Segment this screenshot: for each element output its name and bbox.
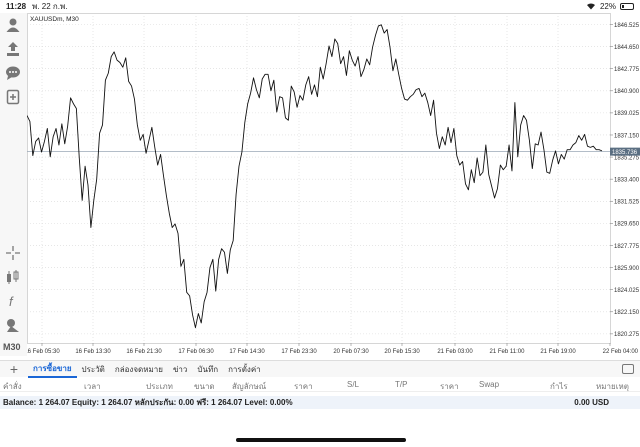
crosshair-icon[interactable] <box>5 245 21 261</box>
orders-table-header: คำสั่ง เวลา ประเภท ขนาด สัญลักษณ์ ราคา S… <box>0 378 640 392</box>
x-tick-label: 21 Feb 19:00 <box>540 349 576 355</box>
tab-mailbox[interactable]: กล่องจดหมาย <box>114 364 163 374</box>
col-profit: กำไร <box>550 382 568 391</box>
col-order: คำสั่ง <box>3 382 22 391</box>
account-icon[interactable] <box>5 17 21 33</box>
balance-summary: Balance: 1 264.07 Equity: 1 264.07 หลักป… <box>3 398 293 407</box>
objects-icon[interactable] <box>5 317 21 333</box>
y-tick-label: 1831.525 <box>614 200 640 206</box>
currency-label: USD <box>592 398 609 407</box>
home-indicator <box>236 438 406 442</box>
price-axis: 1846.525 1844.650 1842.775 1840.900 1839.025… <box>610 23 640 338</box>
y-tick-label: 1820.275 <box>614 332 640 338</box>
col-swap: Swap <box>479 380 500 389</box>
y-tick-label: 1846.525 <box>614 23 640 29</box>
indicators-icon[interactable] <box>5 269 21 285</box>
y-tick-label: 1825.900 <box>614 266 640 272</box>
chat-icon[interactable] <box>5 65 21 81</box>
time-axis: 16 Feb 05:30 16 Feb 13:30 16 Feb 21:30 17 F… <box>24 343 639 355</box>
tab-news[interactable]: ข่าว <box>172 364 188 374</box>
col-price: ราคา <box>294 382 313 391</box>
price-chart[interactable]: XAUUSDm, M30 1846.525 1844.650 1842.775 184… <box>24 13 640 359</box>
terminal-tabs: + การซื้อขาย ประวัติ กล่องจดหมาย ข่าว บั… <box>0 360 640 378</box>
function-icon[interactable]: f <box>5 293 21 309</box>
x-tick-label: 16 Feb 21:30 <box>126 349 162 355</box>
price-line <box>26 24 603 329</box>
col-size: ขนาด <box>194 382 215 391</box>
status-date: พ. 22 ก.พ. <box>32 2 68 11</box>
status-time: 11:28 <box>6 2 27 11</box>
timeframe-label[interactable]: M30 <box>3 342 21 352</box>
col-sl: S/L <box>347 380 360 389</box>
y-tick-label: 1835.275 <box>614 155 640 161</box>
y-tick-label: 1839.025 <box>614 111 640 117</box>
y-tick-label: 1840.900 <box>614 89 640 95</box>
x-tick-label: 17 Feb 23:30 <box>281 349 317 355</box>
trade-icon[interactable] <box>5 41 21 57</box>
col-current-price: ราคา <box>440 382 459 391</box>
y-tick-label: 1842.775 <box>614 67 640 73</box>
tab-trade[interactable]: การซื้อขาย <box>28 361 77 378</box>
left-toolbar: f M30 <box>0 13 27 356</box>
x-tick-label: 20 Feb 15:30 <box>384 349 420 355</box>
y-tick-label: 1824.025 <box>614 288 640 294</box>
y-tick-label: 1822.150 <box>614 310 640 316</box>
col-symbol: สัญลักษณ์ <box>232 382 267 391</box>
battery-icon <box>620 3 634 10</box>
tab-journal[interactable]: บันทึก <box>197 364 219 374</box>
x-tick-label: 20 Feb 07:30 <box>333 349 369 355</box>
battery-percent: 22% <box>599 2 616 11</box>
col-tp: T/P <box>395 380 408 389</box>
balance-bar: Balance: 1 264.07 Equity: 1 264.07 หลักป… <box>0 396 640 409</box>
add-icon[interactable]: + <box>9 361 19 377</box>
new-order-icon[interactable] <box>5 89 21 105</box>
plot-frame <box>27 13 611 344</box>
price-series <box>26 24 610 329</box>
x-tick-label: 17 Feb 06:30 <box>178 349 214 355</box>
x-tick-label: 17 Feb 14:30 <box>229 349 265 355</box>
current-price-label: 1835.736 <box>612 150 638 156</box>
y-tick-label: 1829.650 <box>614 222 640 228</box>
y-tick-label: 1827.775 <box>614 244 640 250</box>
col-time: เวลา <box>84 382 101 391</box>
tab-history[interactable]: ประวัติ <box>81 364 105 374</box>
svg-text:f: f <box>9 294 14 309</box>
col-comment: หมายเหตุ <box>596 382 629 391</box>
col-type: ประเภท <box>146 382 173 391</box>
panel-toggle-icon[interactable] <box>622 364 634 374</box>
symbol-label: XAUUSDm, M30 <box>30 16 79 23</box>
total-profit: 0.00 <box>574 398 590 407</box>
y-tick-label: 1837.150 <box>614 133 640 139</box>
wifi-icon <box>586 2 596 12</box>
status-bar: 11:28 พ. 22 ก.พ. 22% <box>0 0 640 13</box>
y-tick-label: 1844.650 <box>614 45 640 51</box>
current-price-tag <box>610 147 640 156</box>
x-tick-label: 22 Feb 04:00 <box>603 349 639 355</box>
x-tick-label: 21 Feb 11:00 <box>490 349 526 355</box>
x-tick-label: 16 Feb 13:30 <box>75 349 111 355</box>
x-tick-label: 21 Feb 03:00 <box>437 349 473 355</box>
x-tick-label: 16 Feb 05:30 <box>27 349 60 355</box>
y-tick-label: 1833.400 <box>614 177 640 183</box>
tab-settings[interactable]: การตั้งค่า <box>228 364 261 374</box>
chart-grid <box>27 13 611 344</box>
